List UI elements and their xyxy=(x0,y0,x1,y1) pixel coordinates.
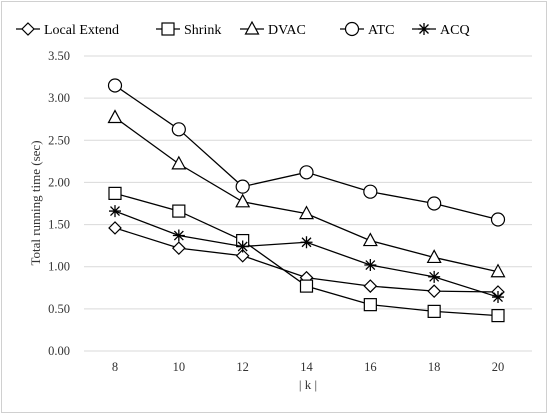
data-point xyxy=(427,196,442,211)
data-point xyxy=(107,109,123,124)
legend-marker xyxy=(418,23,430,35)
x-axis-ticks: 8 10 12 14 16 18 20 xyxy=(112,360,504,374)
y-tick-label: 3.50 xyxy=(48,49,70,63)
legend: Local Extend Shrink DVAC ATC ACQ xyxy=(16,20,470,38)
gridlines xyxy=(84,55,532,352)
legend-label: DVAC xyxy=(268,23,306,38)
data-point xyxy=(108,221,122,235)
data-point xyxy=(108,186,122,200)
y-tick-label: 2.50 xyxy=(48,133,70,147)
data-point xyxy=(235,179,250,194)
x-tick-label: 12 xyxy=(236,360,249,374)
legend-entry: DVAC xyxy=(240,20,306,38)
y-tick-label: 0.00 xyxy=(48,344,70,358)
legend-entry: ACQ xyxy=(412,23,470,38)
series-layer xyxy=(107,78,506,323)
x-tick-label: 8 xyxy=(112,360,118,374)
series-line xyxy=(114,84,499,221)
data-point xyxy=(172,204,186,218)
y-tick-label: 1.50 xyxy=(48,218,70,232)
series-triangle xyxy=(107,109,506,278)
y-axis-title: Total running time (sec) xyxy=(28,140,43,265)
y-tick-label: 1.00 xyxy=(48,260,70,274)
series-star xyxy=(109,205,504,304)
x-tick-label: 20 xyxy=(492,360,505,374)
data-point xyxy=(362,232,378,247)
data-point xyxy=(299,279,314,293)
legend-marker xyxy=(161,22,175,36)
data-point xyxy=(426,249,442,264)
data-point xyxy=(363,184,378,199)
legend-marker xyxy=(21,22,35,36)
legend-label: ATC xyxy=(368,23,394,38)
data-point xyxy=(171,155,187,170)
legend-entry: ATC xyxy=(340,21,394,38)
series-square xyxy=(108,186,505,323)
data-point xyxy=(427,304,441,318)
data-point xyxy=(490,212,506,227)
data-point xyxy=(107,78,123,93)
x-tick-label: 16 xyxy=(364,360,377,374)
legend-label: ACQ xyxy=(440,23,470,38)
legend-entry: Local Extend xyxy=(16,22,119,38)
legend-marker xyxy=(344,21,360,37)
data-point xyxy=(492,291,504,304)
y-tick-label: 0.50 xyxy=(48,302,70,316)
data-point xyxy=(363,279,378,293)
data-point xyxy=(236,240,249,253)
data-point xyxy=(109,205,121,218)
legend-entry: Shrink xyxy=(156,22,221,38)
legend-label: Shrink xyxy=(184,23,221,38)
data-point xyxy=(171,122,186,137)
y-axis-ticks: 0.00 0.50 1.00 1.50 2.00 2.50 3.00 3.50 xyxy=(48,49,70,358)
legend-marker xyxy=(244,20,260,35)
series-circle xyxy=(107,78,506,227)
data-point xyxy=(298,205,315,220)
data-point xyxy=(428,270,441,283)
data-point xyxy=(363,298,377,312)
data-point xyxy=(364,259,377,272)
y-tick-label: 2.00 xyxy=(48,175,70,189)
x-tick-label: 18 xyxy=(428,360,441,374)
y-tick-label: 3.00 xyxy=(48,91,70,105)
data-point xyxy=(491,309,505,323)
data-point xyxy=(300,236,313,249)
data-point xyxy=(235,193,251,208)
x-axis-title: | k | xyxy=(299,377,317,392)
x-tick-label: 10 xyxy=(173,360,186,374)
data-point xyxy=(490,263,506,278)
legend-label: Local Extend xyxy=(44,23,119,38)
data-point xyxy=(299,165,314,180)
data-point xyxy=(172,229,185,242)
x-tick-label: 14 xyxy=(300,360,313,374)
data-point xyxy=(427,284,442,299)
data-point xyxy=(235,248,250,263)
data-point xyxy=(171,241,186,256)
